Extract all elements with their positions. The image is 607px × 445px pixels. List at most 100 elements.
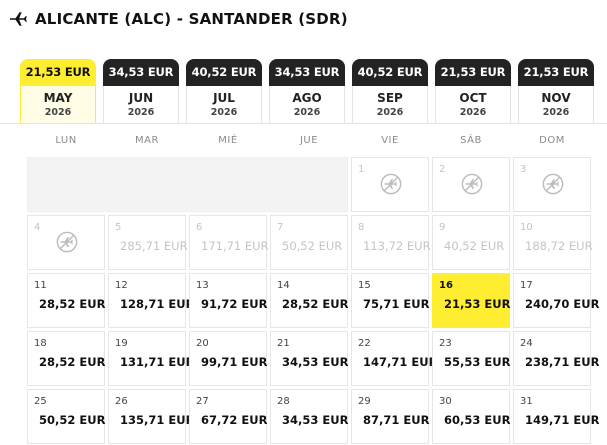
day-number: 31 <box>520 396 533 407</box>
day-cell-24[interactable]: 24 238,71 EUR <box>513 331 599 386</box>
day-number: 15 <box>358 280 371 291</box>
month-tab-price: 34,53 EUR <box>103 59 179 86</box>
day-cell-11[interactable]: 11 28,52 EUR <box>27 273 105 328</box>
day-cell-13[interactable]: 13 91,72 EUR <box>189 273 267 328</box>
month-tab-price: 34,53 EUR <box>269 59 345 86</box>
month-tab-label: OCT 2026 <box>435 86 511 123</box>
route-title: ALICANTE (ALC) - SANTANDER (SDR) <box>35 10 348 28</box>
day-number: 1 <box>358 164 365 175</box>
day-cell-30[interactable]: 30 60,53 EUR <box>432 389 510 444</box>
day-cell-19[interactable]: 19 131,71 EUR <box>108 331 194 386</box>
month-year: 2026 <box>376 107 404 118</box>
month-year: 2026 <box>44 107 72 118</box>
day-price: 238,71 EUR <box>525 355 600 369</box>
day-cell-12[interactable]: 12 128,71 EUR <box>108 273 194 328</box>
month-tab-label: JUL 2026 <box>186 86 262 123</box>
day-price: 34,53 EUR <box>282 413 349 427</box>
day-price: 50,52 EUR <box>282 239 343 253</box>
day-price: 21,53 EUR <box>444 297 511 311</box>
month-tab-may[interactable]: 21,53 EUR MAY 2026 <box>20 59 96 123</box>
day-price: 149,71 EUR <box>525 413 600 427</box>
day-cell-28[interactable]: 28 34,53 EUR <box>270 389 348 444</box>
day-price: 28,52 EUR <box>39 297 106 311</box>
day-number: 24 <box>520 338 533 349</box>
no-flight-icon <box>461 173 483 199</box>
day-cell-17[interactable]: 17 240,70 EUR <box>513 273 599 328</box>
no-flight-icon <box>380 173 402 199</box>
day-number: 29 <box>358 396 371 407</box>
day-cell-10: 10 188,72 EUR <box>513 215 593 270</box>
day-cell-8: 8 113,72 EUR <box>351 215 431 270</box>
day-cell-2: 2 <box>432 157 510 212</box>
day-cell-23[interactable]: 23 55,53 EUR <box>432 331 510 386</box>
day-number: 26 <box>115 396 128 407</box>
day-number: 22 <box>358 338 371 349</box>
day-price: 50,52 EUR <box>39 413 106 427</box>
day-number: 28 <box>277 396 290 407</box>
tabs-divider <box>0 123 607 124</box>
day-cell-18[interactable]: 18 28,52 EUR <box>27 331 105 386</box>
day-price: 99,71 EUR <box>201 355 268 369</box>
day-cell-31[interactable]: 31 149,71 EUR <box>513 389 599 444</box>
weekday-label: MIÉ <box>218 135 238 146</box>
airplane-icon <box>8 11 28 27</box>
month-tab-ago[interactable]: 34,53 EUR AGO 2026 <box>269 59 345 123</box>
month-tab-label: AGO 2026 <box>269 86 345 123</box>
day-number: 18 <box>34 338 47 349</box>
day-price: 188,72 EUR <box>525 239 593 253</box>
day-price: 40,52 EUR <box>444 239 505 253</box>
day-number: 27 <box>196 396 209 407</box>
day-price: 87,71 EUR <box>363 413 430 427</box>
day-cell-4: 4 <box>27 215 105 270</box>
day-cell-14[interactable]: 14 28,52 EUR <box>270 273 348 328</box>
day-cell-7: 7 50,52 EUR <box>270 215 348 270</box>
month-tab-label: JUN 2026 <box>103 86 179 123</box>
month-tab-label: NOV 2026 <box>518 86 594 123</box>
day-cell-15[interactable]: 15 75,71 EUR <box>351 273 429 328</box>
day-number: 2 <box>439 164 446 175</box>
month-tab-jul[interactable]: 40,52 EUR JUL 2026 <box>186 59 262 123</box>
month-tab-price: 21,53 EUR <box>20 59 96 86</box>
day-cell-16[interactable]: 16 21,53 EUR <box>432 273 510 328</box>
weekday-label: SÁB <box>460 135 482 146</box>
empty-week-filler <box>27 157 348 212</box>
day-number: 21 <box>277 338 290 349</box>
day-number: 10 <box>520 222 533 233</box>
day-number: 17 <box>520 280 533 291</box>
day-cell-1: 1 <box>351 157 429 212</box>
day-cell-26[interactable]: 26 135,71 EUR <box>108 389 194 444</box>
month-tab-nov[interactable]: 21,53 EUR NOV 2026 <box>518 59 594 123</box>
day-cell-20[interactable]: 20 99,71 EUR <box>189 331 267 386</box>
month-year: 2026 <box>293 107 321 118</box>
day-cell-27[interactable]: 27 67,72 EUR <box>189 389 267 444</box>
no-flight-icon <box>56 231 78 257</box>
month-tab-oct[interactable]: 21,53 EUR OCT 2026 <box>435 59 511 123</box>
day-cell-21[interactable]: 21 34,53 EUR <box>270 331 348 386</box>
day-number: 4 <box>34 222 41 233</box>
fare-calendar: LUN MAR MIÉ JUE VIE SÁB DOM 1 2 3 4 5 285,71 EUR 6 17… <box>27 124 607 444</box>
day-cell-25[interactable]: 25 50,52 EUR <box>27 389 105 444</box>
month-tabs: 21,53 EUR MAY 2026 34,53 EUR JUN 2026 40,52 EU… <box>20 59 601 123</box>
month-year: 2026 <box>127 107 155 118</box>
day-price: 75,71 EUR <box>363 297 430 311</box>
month-tab-price: 21,53 EUR <box>518 59 594 86</box>
weekday-header: LUN MAR MIÉ JUE VIE SÁB DOM <box>27 124 607 157</box>
month-tab-price: 40,52 EUR <box>186 59 262 86</box>
month-year: 2026 <box>542 107 570 118</box>
day-number: 25 <box>34 396 47 407</box>
day-number: 12 <box>115 280 128 291</box>
day-number: 14 <box>277 280 290 291</box>
day-number: 30 <box>439 396 452 407</box>
day-price: 131,71 EUR <box>120 355 195 369</box>
day-cell-29[interactable]: 29 87,71 EUR <box>351 389 429 444</box>
month-year: 2026 <box>210 107 238 118</box>
month-year: 2026 <box>459 107 487 118</box>
day-cell-22[interactable]: 22 147,71 EUR <box>351 331 437 386</box>
day-cell-6: 6 171,71 EUR <box>189 215 269 270</box>
month-name: OCT <box>459 91 487 105</box>
day-price: 55,53 EUR <box>444 355 511 369</box>
day-price: 67,72 EUR <box>201 413 268 427</box>
month-tab-sep[interactable]: 40,52 EUR SEP 2026 <box>352 59 428 123</box>
weekday-label: JUE <box>299 135 319 146</box>
month-tab-jun[interactable]: 34,53 EUR JUN 2026 <box>103 59 179 123</box>
